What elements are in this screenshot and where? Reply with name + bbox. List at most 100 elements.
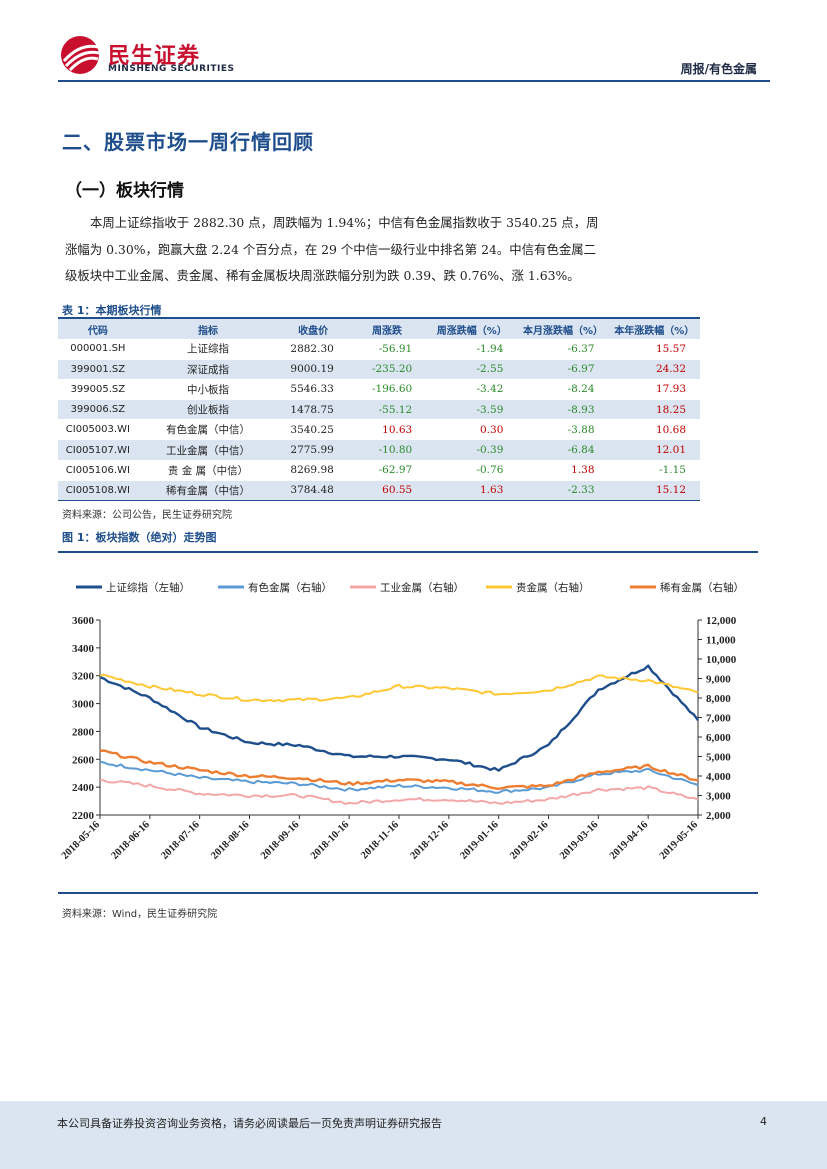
x-tick-label: 2018-07-16: [159, 819, 201, 861]
x-tick-label: 2018-11-16: [359, 819, 401, 861]
x-tick-label: 2018-09-16: [259, 819, 301, 861]
x-tick-label: 2019-01-16: [458, 819, 500, 861]
cell-week-change: 10.63: [347, 419, 427, 441]
x-tick-label: 2019-05-16: [658, 819, 700, 861]
table-caption: 表 1：本期板块行情: [62, 304, 162, 317]
cell-week-pct: -1.94: [426, 339, 518, 360]
legend-label: 稀有金属（右轴）: [660, 581, 744, 594]
x-tick-label: 2018-12-16: [409, 819, 451, 861]
footer-disclaimer: 本公司具备证券投资咨询业务资格，请务必阅读最后一页免责声明证券研究报告: [57, 1117, 442, 1130]
cell-name: 稀有金属（中信）: [137, 480, 279, 502]
cell-week-change: -55.12: [347, 399, 427, 421]
cell-month-pct: 1.38: [517, 460, 609, 481]
cell-year-pct: -1.15: [608, 460, 700, 481]
cell-code: 399006.SZ: [58, 399, 138, 421]
col-header-name: 指标: [137, 319, 279, 339]
cell-year-pct: 15.57: [608, 339, 700, 360]
sector-index-line-chart: 2200 2400 2600 2800 3000 3200 3400 3600 2,000 3,0…: [60, 581, 744, 862]
cell-week-change: -10.80: [347, 439, 427, 461]
table-caption-rule: [58, 317, 700, 319]
logo-text-cn: 民生证券: [108, 44, 201, 69]
col-header-year-pct: 本年涨跌幅（%）: [608, 319, 700, 339]
paragraph-line: 本周上证综指收于 2882.30 点，周跌幅为 1.94%；中信有色金属指数收于…: [90, 215, 599, 230]
table-bottom-rule: [58, 500, 700, 501]
cell-week-change: -62.97: [347, 460, 427, 481]
cell-code: 399005.SZ: [58, 379, 138, 401]
cell-year-pct: 10.68: [608, 419, 700, 441]
figure-caption: 图 1：板块指数（绝对）走势图: [62, 531, 217, 544]
table-row: CI005106.WI 贵 金 属（中信） 8269.98 -62.97 -0.76 1.…: [58, 460, 700, 481]
cell-month-pct: -2.33: [517, 480, 609, 502]
cell-year-pct: 24.32: [608, 359, 700, 380]
cell-week-change: -56.91: [347, 339, 427, 360]
table-row: CI005003.WI 有色金属（中信） 3540.25 10.63 0.30 -3.88…: [58, 419, 700, 441]
cell-year-pct: 17.93: [608, 379, 700, 401]
table-row: 399006.SZ 创业板指 1478.75 -55.12 -3.59 -8.93 18.2…: [58, 399, 700, 421]
cell-code: 000001.SH: [58, 339, 138, 360]
cell-close: 8269.98: [278, 460, 348, 481]
cell-code: CI005106.WI: [58, 460, 138, 481]
cell-year-pct: 15.12: [608, 480, 700, 502]
cell-week-change: 60.55: [347, 480, 427, 502]
legend-label: 上证综指（左轴）: [106, 581, 190, 594]
summary-paragraph: 本周上证综指收于 2882.30 点，周跌幅为 1.94%；中信有色金属指数收于…: [65, 210, 713, 290]
paragraph-line: 级板块中工业金属、贵金属、稀有金属板块周涨跌幅分别为跌 0.39、跌 0.76%…: [65, 268, 580, 283]
right-tick-label: 7,000: [706, 713, 731, 725]
series-line: [99, 760, 699, 794]
left-tick-label: 3200: [72, 671, 95, 683]
table-source: 资料来源：公司公告，民生证券研究院: [62, 510, 232, 521]
cell-week-pct: 1.63: [426, 480, 518, 502]
legend-label: 工业金属（右轴）: [380, 581, 464, 594]
cell-week-pct: -3.59: [426, 399, 518, 421]
page-footer: [0, 1101, 827, 1169]
cell-month-pct: -8.93: [517, 399, 609, 421]
right-tick-label: 9,000: [706, 674, 731, 686]
col-header-code: 代码: [58, 319, 138, 339]
cell-name: 深证成指: [137, 359, 279, 380]
x-tick-label: 2019-03-16: [558, 819, 600, 861]
paragraph-line: 涨幅为 0.30%，跑赢大盘 2.24 个百分点，在 29 个中信一级行业中排名…: [65, 241, 597, 257]
cell-week-pct: 0.30: [426, 419, 518, 441]
right-tick-label: 5,000: [706, 752, 731, 764]
series-line: [99, 749, 699, 790]
cell-code: CI005108.WI: [58, 480, 138, 502]
series-line: [99, 673, 699, 703]
cell-year-pct: 12.01: [608, 439, 700, 461]
left-tick-label: 2200: [72, 810, 95, 822]
right-tick-label: 8,000: [706, 693, 731, 705]
cell-close: 2882.30: [278, 339, 348, 360]
col-header-month-pct: 本月涨跌幅（%）: [517, 319, 609, 339]
right-tick-label: 4,000: [706, 771, 731, 783]
header-divider: [58, 80, 770, 82]
cell-month-pct: -6.37: [517, 339, 609, 360]
cell-close: 3540.25: [278, 419, 348, 441]
cell-close: 5546.33: [278, 379, 348, 401]
page-number: 4: [760, 1115, 767, 1128]
left-tick-label: 2400: [72, 782, 95, 794]
series-line: [99, 664, 699, 772]
cell-name: 有色金属（中信）: [137, 419, 279, 441]
cell-code: 399001.SZ: [58, 359, 138, 380]
cell-month-pct: -6.97: [517, 359, 609, 380]
cell-code: CI005107.WI: [58, 439, 138, 461]
x-tick-label: 2019-04-16: [608, 819, 650, 861]
cell-name: 贵 金 属（中信）: [137, 460, 279, 481]
col-header-close: 收盘价: [278, 319, 348, 339]
cell-week-pct: -0.39: [426, 439, 518, 461]
series-line: [99, 778, 699, 805]
figure-source: 资料来源：Wind，民生证券研究院: [62, 909, 218, 920]
cell-week-change: -196.60: [347, 379, 427, 401]
x-tick-label: 2018-05-16: [60, 819, 102, 861]
x-tick-label: 2018-10-16: [309, 819, 351, 861]
cell-name: 上证综指: [137, 339, 279, 360]
right-tick-label: 3,000: [706, 791, 731, 803]
left-tick-label: 2800: [72, 726, 95, 738]
cell-close: 3784.48: [278, 480, 348, 502]
cell-close: 9000.19: [278, 359, 348, 380]
legend-label: 有色金属（右轴）: [248, 581, 332, 594]
section-title: 二、股票市场一周行情回顾: [62, 130, 314, 154]
right-tick-label: 6,000: [706, 732, 731, 744]
table-header-row: 代码 指标 收盘价 周涨跌 周涨跌幅（%） 本月涨跌幅（%） 本年涨跌幅（%）: [58, 319, 700, 339]
x-tick-label: 2018-06-16: [110, 819, 152, 861]
cell-week-pct: -2.55: [426, 359, 518, 380]
